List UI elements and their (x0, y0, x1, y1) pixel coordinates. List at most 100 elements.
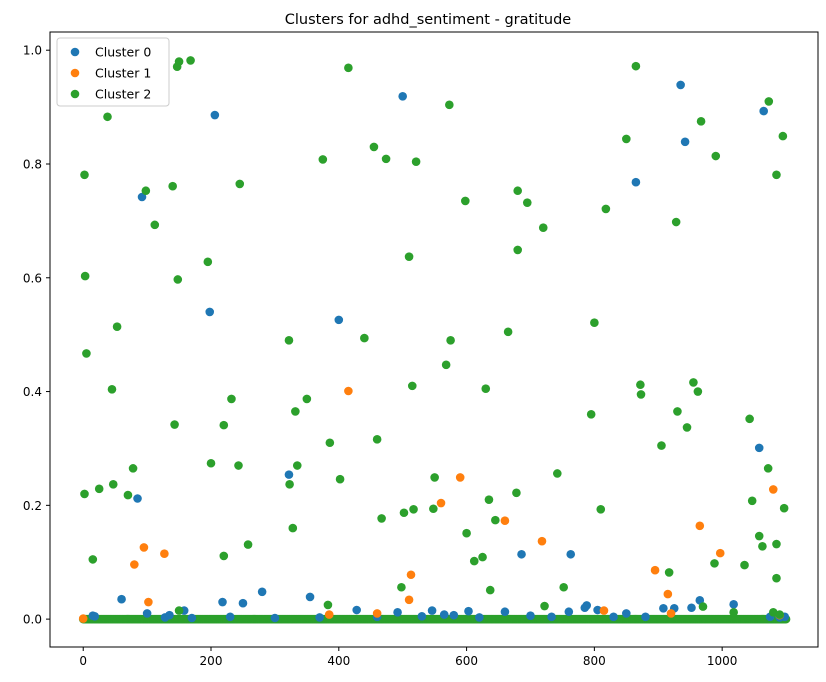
cluster-2-point (141, 186, 151, 196)
cluster-0-point (210, 110, 220, 120)
cluster-0-point (641, 612, 650, 622)
x-tick-label: 400 (327, 654, 350, 668)
cluster-1-point (372, 609, 382, 618)
cluster-2-point (112, 322, 122, 332)
legend-box (56, 37, 170, 107)
cluster-2-point (636, 380, 645, 390)
cluster-1-point (500, 516, 510, 525)
x-tick-label: 600 (455, 654, 478, 668)
y-tick-label: 0.2 (23, 499, 42, 513)
cluster-0-point (759, 106, 768, 116)
cluster-2-point (318, 155, 328, 164)
cluster-2-point (491, 515, 500, 525)
cluster-2-point (372, 435, 382, 444)
cluster-2-point (513, 186, 522, 196)
cluster-0-point (754, 443, 764, 453)
cluster-0-point (566, 549, 576, 559)
cluster-1-point (130, 560, 139, 569)
cluster-0-point (564, 607, 574, 617)
cluster-2-point (596, 505, 606, 514)
cluster-2-point (538, 223, 548, 233)
cluster-2-point (745, 414, 754, 424)
cluster-2-point (445, 100, 454, 110)
cluster-2-point (411, 157, 421, 167)
cluster-2-point (94, 484, 104, 494)
cluster-2-point (369, 142, 379, 152)
y-tick-label: 0.0 (23, 613, 42, 627)
cluster-0-point (137, 192, 147, 202)
cluster-1-point (537, 536, 547, 546)
cluster-0-point (464, 606, 473, 616)
cluster-2-point (80, 271, 90, 281)
cluster-2-point (586, 410, 596, 419)
cluster-2-point (234, 461, 243, 470)
cluster-2-point (772, 573, 781, 583)
cluster-2-point (590, 318, 599, 328)
legend-label: Cluster 2 (95, 87, 151, 102)
cluster-0-point (205, 307, 215, 317)
cluster-1-point (404, 595, 414, 605)
cluster-0-point (165, 610, 174, 620)
cluster-1-point (715, 548, 725, 558)
cluster-0-point (475, 613, 484, 622)
cluster-2-point (80, 489, 89, 499)
cluster-0-point (500, 607, 510, 617)
cluster-2-point (631, 61, 641, 71)
cluster-2-point (485, 585, 495, 595)
cluster-0-point (680, 137, 690, 147)
cluster-2-point (747, 496, 757, 506)
cluster-2-point (107, 384, 117, 394)
cluster-0-point (225, 612, 235, 622)
cluster-2-point (513, 245, 522, 255)
cluster-2-point (775, 610, 784, 619)
legend-marker (70, 47, 80, 57)
cluster-1-point (650, 565, 660, 575)
cluster-0-point (593, 605, 602, 615)
cluster-2-point (174, 57, 184, 66)
cluster-0-point (218, 597, 227, 607)
cluster-0-point (284, 470, 294, 479)
cluster-2-point (446, 336, 455, 345)
cluster-2-point (381, 154, 391, 164)
cluster-2-point (772, 539, 781, 549)
cluster-2-point (219, 420, 229, 430)
cluster-1-point (663, 589, 673, 599)
cluster-2-point (682, 423, 692, 432)
cluster-0-point (449, 610, 459, 620)
cluster-2-point (503, 327, 513, 337)
cluster-0-point (398, 91, 407, 101)
cluster-0-point (133, 494, 142, 503)
cluster-0-point (142, 609, 152, 618)
cluster-2-point (763, 464, 773, 473)
cluster-2-point (696, 117, 706, 126)
cluster-2-point (740, 560, 749, 570)
cluster-2-point (758, 542, 767, 551)
plot-marks (78, 56, 791, 624)
cluster-2-point (227, 394, 236, 404)
cluster-2-point (469, 556, 479, 566)
cluster-0-point (90, 611, 100, 621)
y-tick-label: 0.6 (23, 271, 42, 285)
cluster-2-point (711, 151, 721, 161)
cluster-2-point (481, 384, 491, 394)
cluster-2-point (80, 170, 89, 180)
cluster-2-point (664, 568, 674, 577)
cluster-2-point (462, 528, 471, 538)
plot-frame (49, 31, 819, 648)
legend-label: Cluster 1 (95, 66, 151, 81)
cluster-0-point (427, 606, 437, 615)
cluster-1-point (406, 570, 416, 580)
cluster-2-point (772, 170, 781, 180)
cluster-2-point (522, 198, 532, 207)
y-tick-label: 0.4 (23, 385, 42, 399)
cluster-0-point (517, 549, 526, 559)
cluster-2-point (622, 134, 631, 144)
cluster-2-point (203, 257, 213, 267)
cluster-0-point (352, 605, 361, 615)
cluster-2-point (206, 458, 216, 468)
cluster-1-point (455, 473, 465, 482)
cluster-2-point (673, 407, 682, 416)
cluster-2-point (174, 606, 184, 615)
cluster-0-point (117, 594, 126, 604)
legend: Cluster 0 Cluster 1 Cluster 2 (56, 37, 170, 107)
